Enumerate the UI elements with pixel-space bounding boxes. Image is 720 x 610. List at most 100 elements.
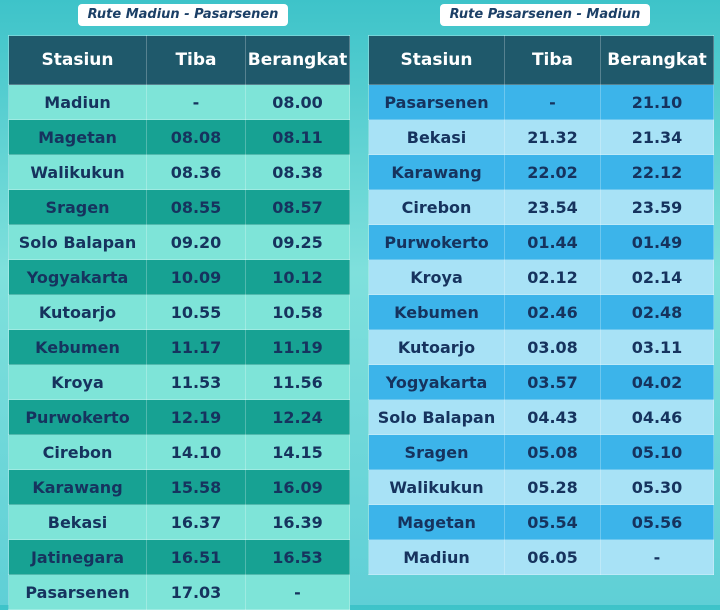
cell: Purwokerto <box>8 399 147 435</box>
cell: Karawang <box>368 154 505 190</box>
cell: 23.54 <box>504 189 601 225</box>
cell: 08.36 <box>146 154 246 190</box>
column-header: Tiba <box>146 35 246 85</box>
row: Pasarsenen 17.03- <box>8 574 350 610</box>
row: Purwokerto 01.44 01.49 <box>368 224 714 260</box>
row: Purwokerto 12.19 12.24 <box>8 399 350 435</box>
row: Solo Balapan 04.43 04.46 <box>368 399 714 435</box>
cell: 02.12 <box>504 259 601 295</box>
cell: 11.56 <box>245 364 350 400</box>
row: Madiun 06.05- <box>368 539 714 575</box>
cell: 01.49 <box>600 224 714 260</box>
row: Yogyakarta 10.09 10.12 <box>8 259 350 295</box>
cell: - <box>600 539 714 575</box>
cell: Bekasi <box>368 119 505 155</box>
cell: 10.55 <box>146 294 246 330</box>
cell: Walikukun <box>368 469 505 505</box>
cell: 04.02 <box>600 364 714 400</box>
cell: 01.44 <box>504 224 601 260</box>
row: Yogyakarta 03.57 04.02 <box>368 364 714 400</box>
cell: 21.34 <box>600 119 714 155</box>
column-header: Tiba <box>504 35 601 85</box>
cell: 08.08 <box>146 119 246 155</box>
cell: 22.02 <box>504 154 601 190</box>
row: Kutoarjo 03.08 03.11 <box>368 329 714 365</box>
row: Walikukun 08.36 08.38 <box>8 154 350 190</box>
cell: 02.46 <box>504 294 601 330</box>
cell: Madiun <box>368 539 505 575</box>
cell: 09.25 <box>245 224 350 260</box>
cell: 16.53 <box>245 539 350 575</box>
cell: 05.08 <box>504 434 601 470</box>
cell: 03.57 <box>504 364 601 400</box>
cell: 08.57 <box>245 189 350 225</box>
cell: Karawang <box>8 469 147 505</box>
row: Kroya 11.53 11.56 <box>8 364 350 400</box>
cell: 14.10 <box>146 434 246 470</box>
row: Bekasi 16.37 16.39 <box>8 504 350 540</box>
row: Cirebon 14.10 14.15 <box>8 434 350 470</box>
cell: 06.05 <box>504 539 601 575</box>
cell: Pasarsenen <box>8 574 147 610</box>
column-header: Stasiun <box>368 35 505 85</box>
row: Sragen 05.08 05.10 <box>368 434 714 470</box>
cell: 09.20 <box>146 224 246 260</box>
cell: 12.24 <box>245 399 350 435</box>
cell: 10.12 <box>245 259 350 295</box>
row: Kroya 02.12 02.14 <box>368 259 714 295</box>
row: Pasarsenen -21.10 <box>368 84 714 120</box>
cell: 04.43 <box>504 399 601 435</box>
cell: Sragen <box>8 189 147 225</box>
column-header: Stasiun <box>8 35 147 85</box>
cell: 08.55 <box>146 189 246 225</box>
schedule-table: Stasiun Tiba Berangkat Pasarsenen -21.10 Beka… <box>368 35 714 575</box>
table-body: Madiun -08.00 Magetan 08.08 08.11 Walikukun 08… <box>8 84 350 610</box>
cell: - <box>504 84 601 120</box>
row: Karawang 15.58 16.09 <box>8 469 350 505</box>
schedule-table: Stasiun Tiba Berangkat Madiun -08.00 Magetan 0… <box>8 35 350 610</box>
header-row: Stasiun Tiba Berangkat <box>368 35 714 85</box>
cell: 16.37 <box>146 504 246 540</box>
row: Kebumen 02.46 02.48 <box>368 294 714 330</box>
cell: 08.00 <box>245 84 350 120</box>
cell: Solo Balapan <box>8 224 147 260</box>
cell: 11.53 <box>146 364 246 400</box>
route-title: Rute Madiun - Pasarsenen <box>78 4 288 26</box>
cell: Bekasi <box>8 504 147 540</box>
cell: Solo Balapan <box>368 399 505 435</box>
cell: 03.08 <box>504 329 601 365</box>
cell: Kebumen <box>8 329 147 365</box>
cell: Yogyakarta <box>368 364 505 400</box>
row: Bekasi 21.32 21.34 <box>368 119 714 155</box>
cell: 04.46 <box>600 399 714 435</box>
cell: 22.12 <box>600 154 714 190</box>
row: Magetan 08.08 08.11 <box>8 119 350 155</box>
row: Kutoarjo 10.55 10.58 <box>8 294 350 330</box>
row: Magetan 05.54 05.56 <box>368 504 714 540</box>
cell: 05.56 <box>600 504 714 540</box>
cell: Walikukun <box>8 154 147 190</box>
row: Walikukun 05.28 05.30 <box>368 469 714 505</box>
cell: Kebumen <box>368 294 505 330</box>
cell: Magetan <box>8 119 147 155</box>
cell: - <box>245 574 350 610</box>
cell: Jatinegara <box>8 539 147 575</box>
column-header: Berangkat <box>245 35 350 85</box>
cell: 10.58 <box>245 294 350 330</box>
cell: 17.03 <box>146 574 246 610</box>
cell: 05.54 <box>504 504 601 540</box>
cell: Cirebon <box>8 434 147 470</box>
column-header: Berangkat <box>600 35 714 85</box>
cell: 08.38 <box>245 154 350 190</box>
header-row: Stasiun Tiba Berangkat <box>8 35 350 85</box>
table-header: Stasiun Tiba Berangkat <box>8 35 350 85</box>
cell: Madiun <box>8 84 147 120</box>
cell: Kroya <box>368 259 505 295</box>
cell: 08.11 <box>245 119 350 155</box>
cell: 16.39 <box>245 504 350 540</box>
cell: Kroya <box>8 364 147 400</box>
row: Madiun -08.00 <box>8 84 350 120</box>
cell: 02.48 <box>600 294 714 330</box>
cell: 23.59 <box>600 189 714 225</box>
